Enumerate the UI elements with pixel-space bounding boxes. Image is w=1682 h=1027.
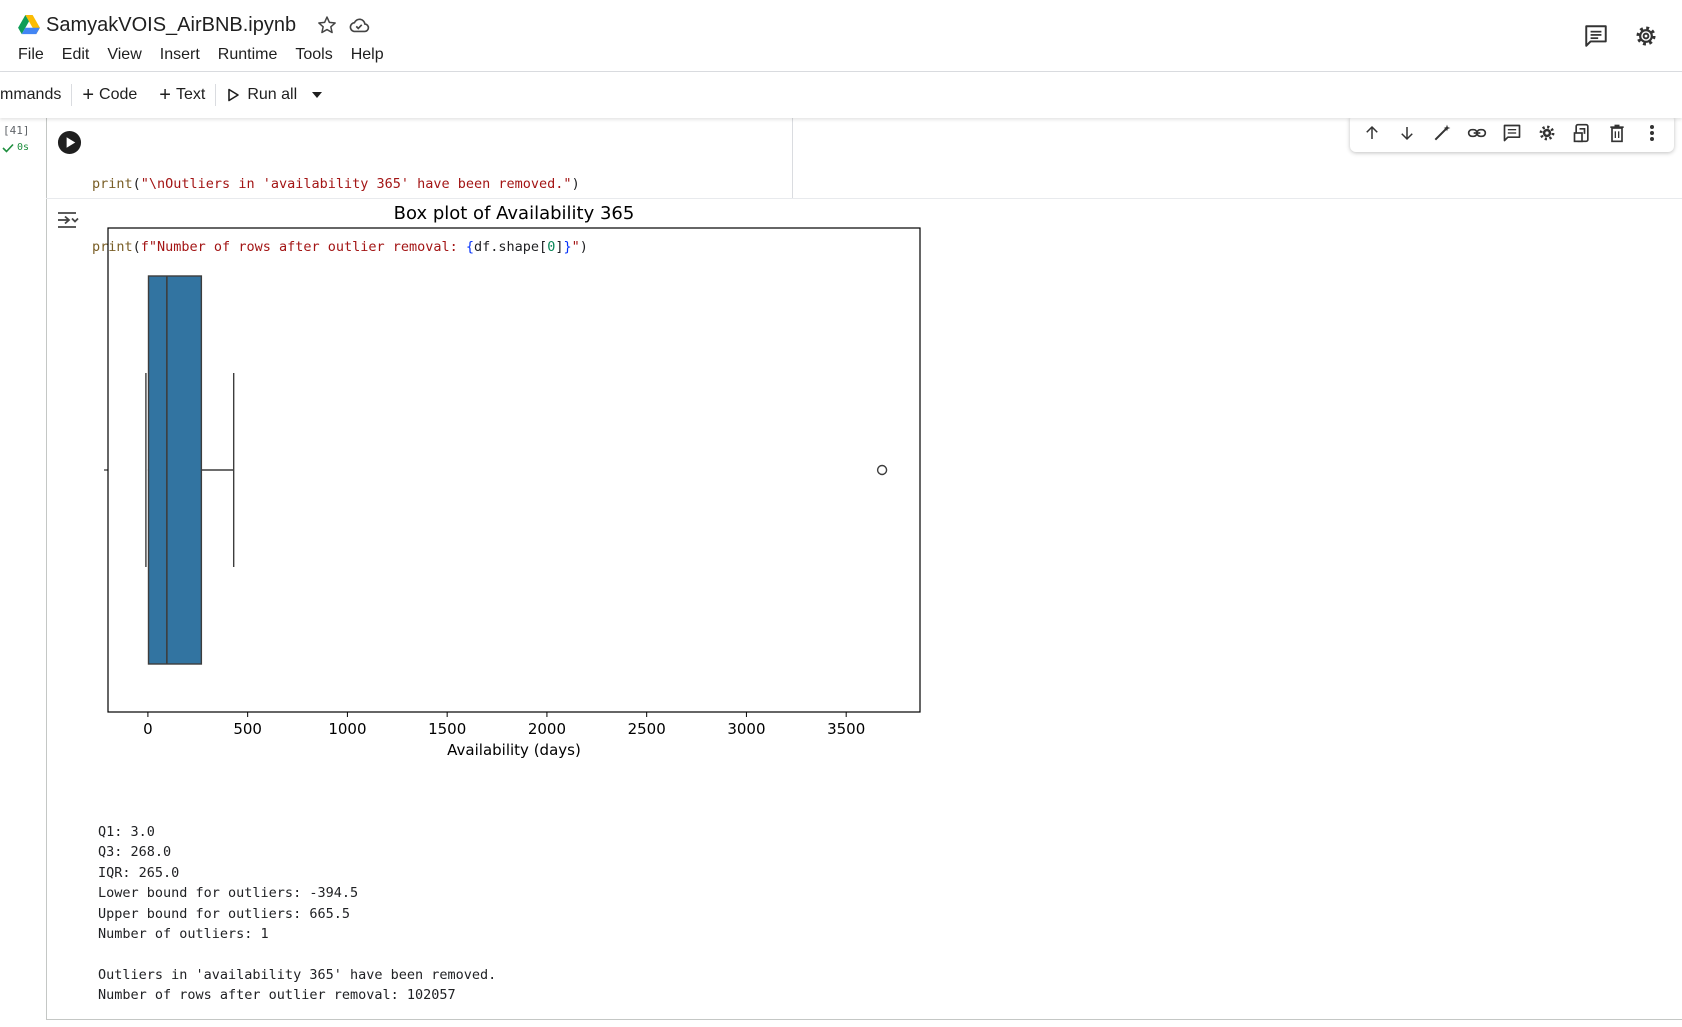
move-up-icon[interactable]: [1361, 122, 1383, 144]
star-icon[interactable]: [316, 14, 338, 36]
code-editor[interactable]: print("\nOutliers in 'availability 365' …: [92, 132, 588, 300]
add-text-label: Text: [175, 86, 206, 103]
output-line: Q3: 268.0: [98, 844, 172, 861]
code-cell: [41] 0s print("\nOutliers in 'availabili…: [0, 114, 1682, 1027]
mirror-cell-icon[interactable]: [1571, 122, 1593, 144]
menu-insert[interactable]: Insert: [159, 46, 200, 63]
output-line: Number of outliers: 1: [98, 925, 269, 942]
more-options-icon[interactable]: [1641, 122, 1663, 144]
move-down-icon[interactable]: [1396, 122, 1418, 144]
code-line: print(f"Number of rows after outlier rem…: [92, 237, 588, 258]
x-tick-label: 2500: [628, 720, 666, 738]
x-tick-label: 3000: [727, 720, 765, 738]
comment-icon[interactable]: [1501, 122, 1523, 144]
menu-file[interactable]: File: [18, 46, 44, 63]
editor-bottom-border: [46, 198, 1682, 199]
code-token: }: [563, 239, 572, 255]
run-all-label: Run all: [247, 86, 298, 103]
output-line: [98, 944, 496, 964]
box-plot-chart: Box plot of Availability 365 0 500 1000 1500…: [104, 203, 921, 759]
x-tick-label: 500: [233, 720, 262, 738]
code-token: ]: [555, 239, 564, 255]
code-token: "\nOutliers in 'availability 365' have b…: [140, 176, 572, 192]
execution-status: 0s: [2, 142, 29, 153]
x-axis-label: Availability (days): [447, 741, 581, 759]
comments-icon[interactable]: [1582, 22, 1610, 50]
code-token: df.shape[: [474, 239, 548, 255]
x-tick-label: 2000: [528, 720, 566, 738]
output-line: Number of rows after outlier removal: 10…: [98, 987, 456, 1004]
output-line: Upper bound for outliers: 665.5: [98, 905, 350, 922]
header-right-actions: [1582, 22, 1682, 50]
menu-runtime[interactable]: Runtime: [217, 46, 278, 63]
iqr-box: [147, 275, 203, 665]
code-token: ): [579, 239, 588, 255]
code-token: print: [92, 239, 133, 255]
x-tick-label: 1000: [328, 720, 366, 738]
notebook-toolbar: mmands + Code + Text Run all: [0, 72, 1682, 118]
menu-edit[interactable]: Edit: [61, 46, 90, 63]
add-code-cell-button[interactable]: + Code: [82, 85, 137, 105]
caret-down-icon: [312, 92, 323, 98]
toolbar-divider: [215, 84, 217, 106]
execution-time: 0s: [17, 142, 30, 153]
title-row: SamyakVOIS_AirBNB.ipynb: [18, 10, 380, 40]
toolbar-divider: [71, 84, 73, 106]
cloud-saved-icon[interactable]: [348, 14, 370, 36]
outlier-point: [876, 464, 888, 476]
code-token: print: [92, 176, 133, 192]
cell-frame: [46, 118, 1682, 1020]
cell-toolbar: [1350, 114, 1674, 152]
code-token: ): [571, 176, 580, 192]
chart-title: Box plot of Availability 365: [394, 203, 635, 224]
google-drive-icon[interactable]: [18, 15, 40, 35]
x-tick-label: 1500: [428, 720, 466, 738]
output-line: Outliers in 'availability 365' have been…: [98, 966, 497, 983]
code-token: (: [132, 239, 141, 255]
checkmark-icon: [2, 143, 14, 153]
add-code-label: Code: [99, 86, 138, 103]
edit-magic-icon[interactable]: [1431, 122, 1453, 144]
menu-bar: File Edit View Insert Runtime Tools Help: [18, 46, 402, 64]
code-token: f"Number of rows after outlier removal:: [140, 239, 466, 255]
code-token: {: [465, 239, 475, 255]
run-all-button[interactable]: Run all: [226, 86, 297, 104]
output-line: Q1: 3.0: [98, 824, 155, 840]
cell-settings-icon[interactable]: [1536, 122, 1558, 144]
menu-tools[interactable]: Tools: [295, 46, 333, 63]
plus-icon: +: [82, 84, 95, 106]
x-tick-label: 3500: [827, 720, 865, 738]
play-icon: [228, 88, 240, 102]
cell-output-text: Q1: 3.0 Q3: 268.0 IQR: 265.0 Lower bound fo…: [98, 822, 496, 1006]
add-text-cell-button[interactable]: + Text: [159, 85, 205, 105]
code-token: 0: [547, 239, 556, 255]
notebook-title[interactable]: SamyakVOIS_AirBNB.ipynb: [46, 13, 297, 36]
run-options-dropdown[interactable]: [311, 91, 323, 99]
settings-gear-icon[interactable]: [1632, 22, 1660, 50]
app-header: SamyakVOIS_AirBNB.ipynb File Edit View I…: [0, 0, 1682, 72]
output-line: IQR: 265.0: [98, 864, 180, 881]
execution-count: [41]: [3, 124, 30, 137]
code-token: (: [132, 176, 141, 192]
menu-help[interactable]: Help: [350, 46, 384, 63]
x-tick-label: 0: [143, 720, 153, 738]
run-cell-icon[interactable]: [57, 130, 82, 155]
commands-button[interactable]: mmands: [0, 86, 62, 103]
code-token: ": [571, 239, 580, 255]
delete-icon[interactable]: [1606, 122, 1628, 144]
output-toggle-icon[interactable]: [56, 210, 80, 230]
link-icon[interactable]: [1466, 122, 1488, 144]
plus-icon: +: [159, 84, 171, 106]
code-line: print("\nOutliers in 'availability 365' …: [92, 174, 588, 195]
output-line: Lower bound for outliers: -394.5: [98, 885, 359, 902]
menu-view[interactable]: View: [107, 46, 142, 63]
editor-divider: [792, 118, 793, 198]
